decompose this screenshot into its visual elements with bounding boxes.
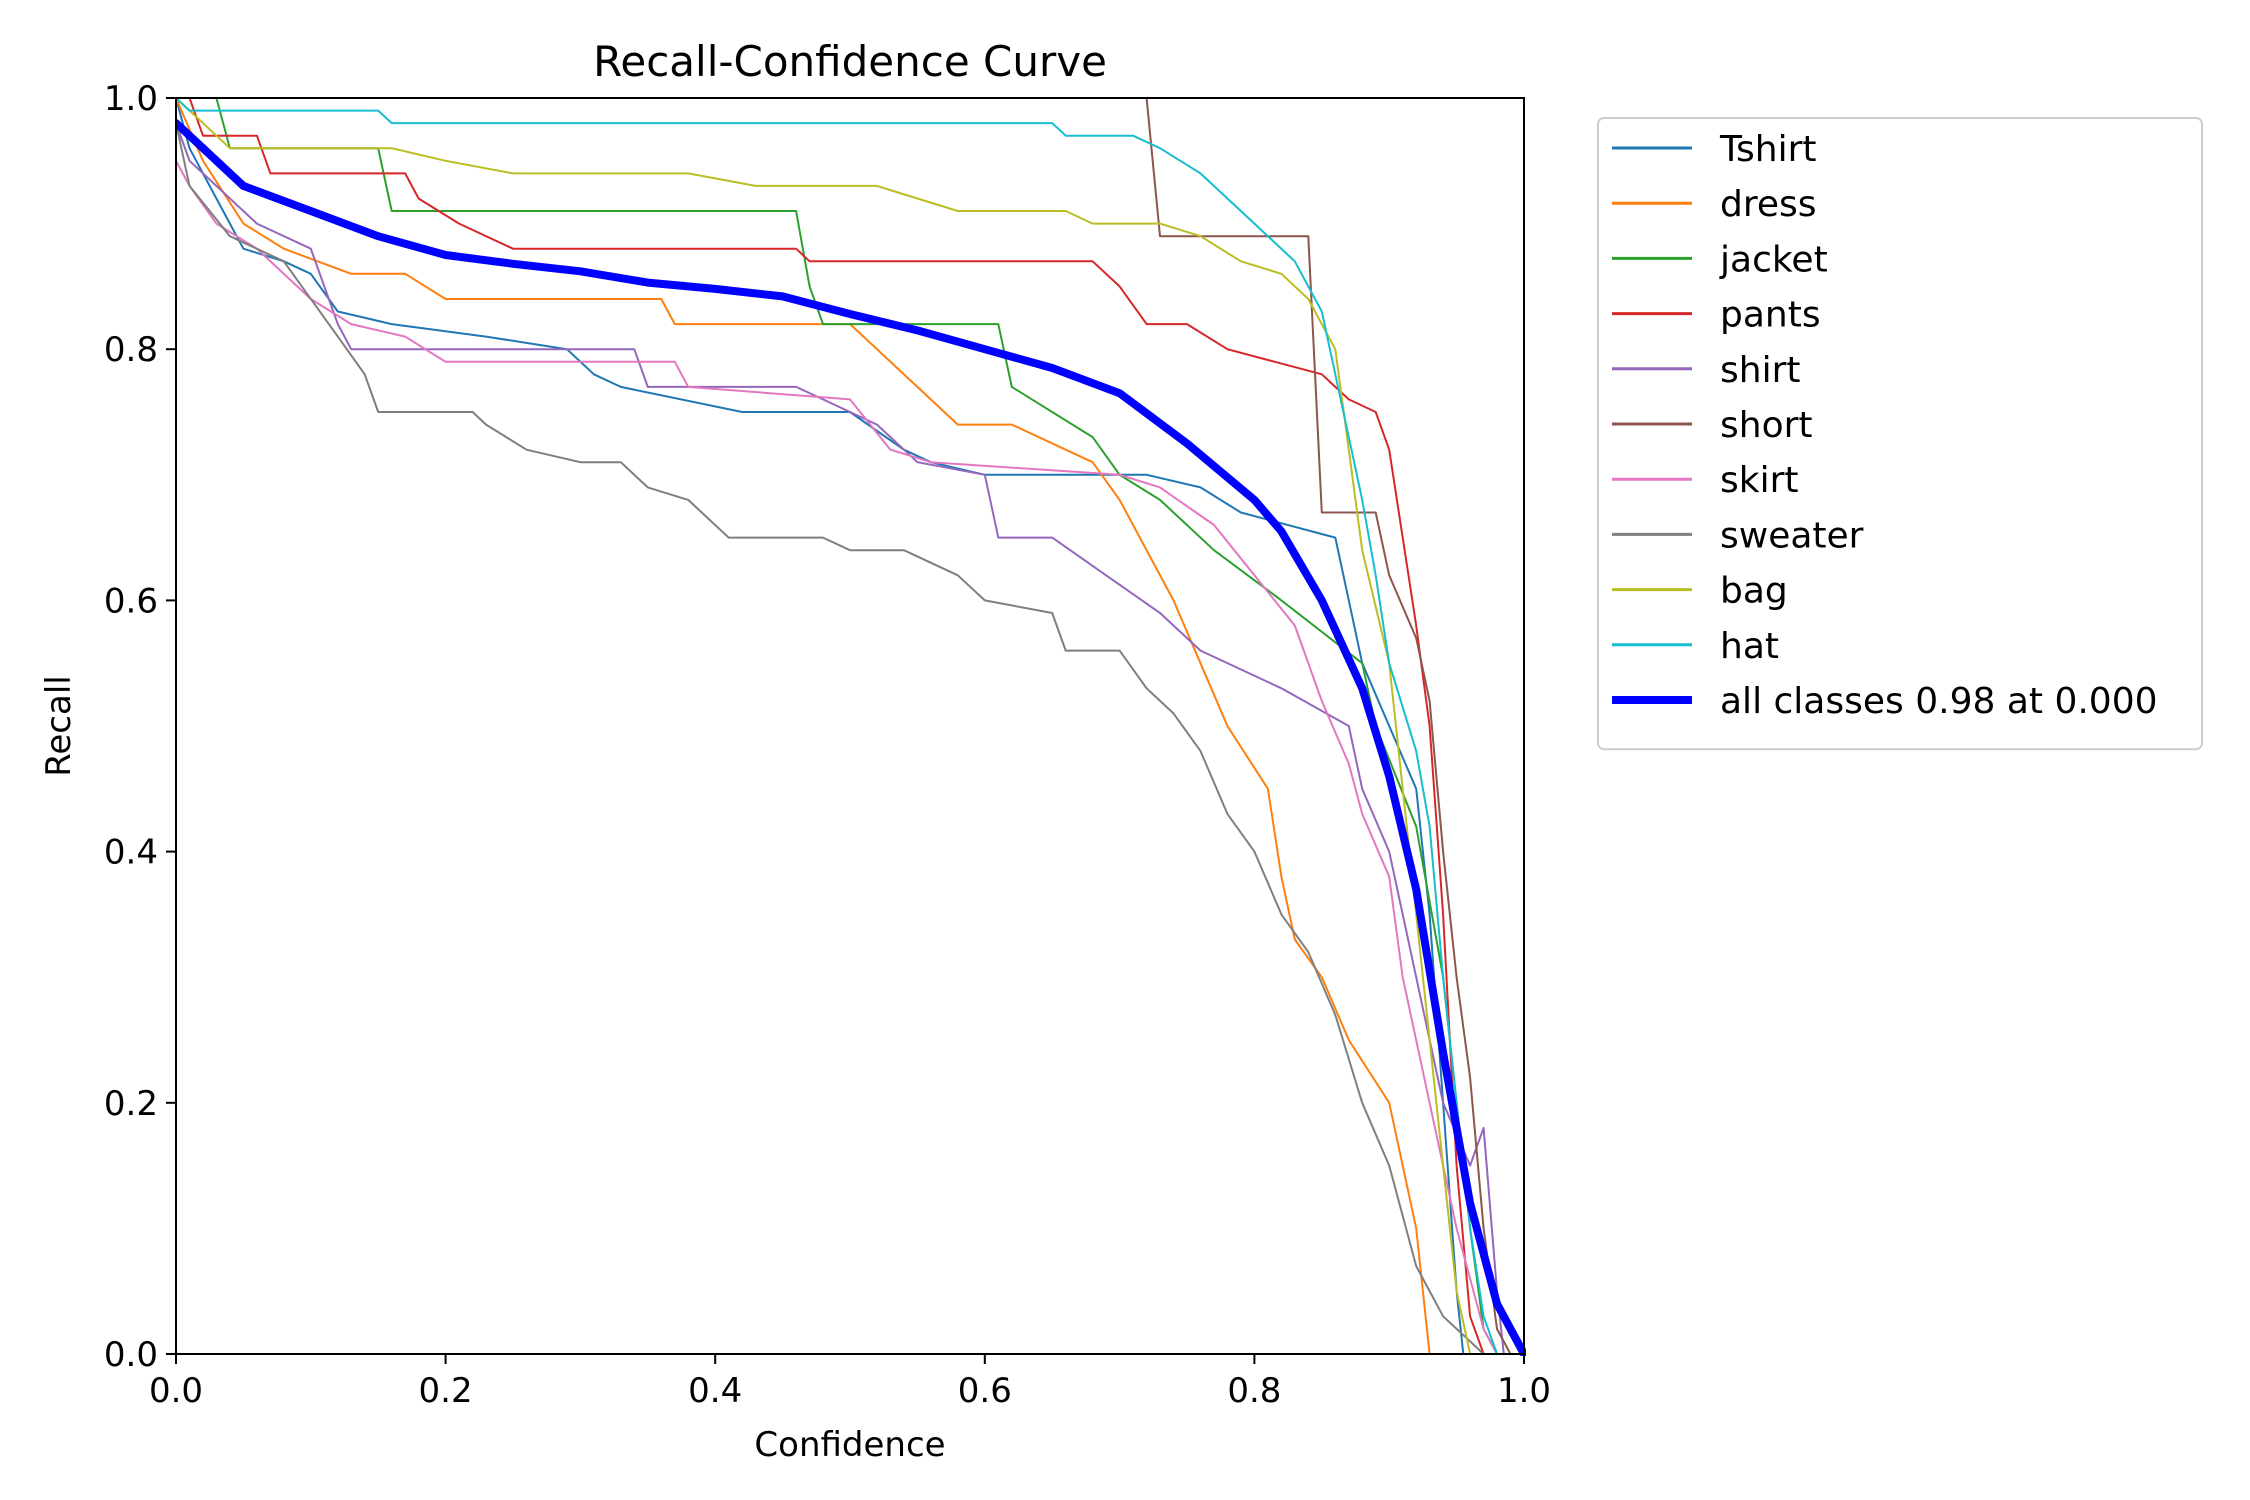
x-tick-label: 1.0 xyxy=(1497,1371,1551,1411)
y-axis-title: Recall xyxy=(39,675,79,776)
x-tick-label: 0.8 xyxy=(1227,1371,1281,1411)
legend-label: short xyxy=(1720,405,1813,446)
y-tick-label: 0.6 xyxy=(104,581,158,621)
x-tick-label: 0.0 xyxy=(149,1371,203,1411)
y-tick-label: 0.2 xyxy=(104,1084,158,1124)
legend-label: bag xyxy=(1720,571,1788,612)
series-layer xyxy=(176,97,1526,1356)
y-tick-label: 1.0 xyxy=(104,79,158,119)
legend-label: Tshirt xyxy=(1719,129,1817,170)
y-tick-label: 0.8 xyxy=(104,330,158,370)
x-tick-label: 0.6 xyxy=(958,1371,1012,1411)
series-line-6 xyxy=(176,159,1498,1355)
x-axis-ticks: 0.0 0.2 0.4 0.6 0.8 1.0 xyxy=(149,1354,1551,1411)
series-line-1 xyxy=(176,97,1431,1355)
legend-label: all classes 0.98 at 0.000 xyxy=(1720,681,2158,722)
x-tick-label: 0.4 xyxy=(688,1371,742,1411)
legend-label: hat xyxy=(1720,626,1779,667)
series-line-0 xyxy=(176,97,1465,1355)
series-line-5 xyxy=(1145,97,1512,1355)
series-line-7 xyxy=(176,122,1485,1355)
series-line-9 xyxy=(176,97,1498,1355)
series-line-3 xyxy=(188,97,1485,1355)
legend-box xyxy=(1597,117,2203,751)
legend-items: Tshirt dress jacket pants shirt short skirt swe… xyxy=(1612,129,2158,722)
legend-label: pants xyxy=(1720,295,1821,336)
y-tick-label: 0.0 xyxy=(104,1335,158,1375)
legend-label: dress xyxy=(1720,184,1817,225)
series-line-4 xyxy=(176,122,1505,1355)
legend: Tshirt dress jacket pants shirt short skirt swe… xyxy=(1597,117,2203,751)
chart-title: Recall-Confidence Curve xyxy=(593,37,1107,86)
legend-label: shirt xyxy=(1720,350,1801,391)
series-line-10 xyxy=(176,119,1526,1356)
legend-label: skirt xyxy=(1720,460,1799,501)
series-line-8 xyxy=(176,97,1472,1355)
plot-frame xyxy=(175,97,1525,1355)
x-tick-label: 0.2 xyxy=(419,1371,473,1411)
legend-label: sweater xyxy=(1720,515,1864,556)
series-line-2 xyxy=(215,97,1498,1355)
legend-label: jacket xyxy=(1719,239,1828,280)
y-tick-label: 0.4 xyxy=(104,833,158,873)
x-axis-title: Confidence xyxy=(754,1425,945,1465)
y-axis-ticks: 0.0 0.2 0.4 0.6 0.8 1.0 xyxy=(104,79,176,1375)
